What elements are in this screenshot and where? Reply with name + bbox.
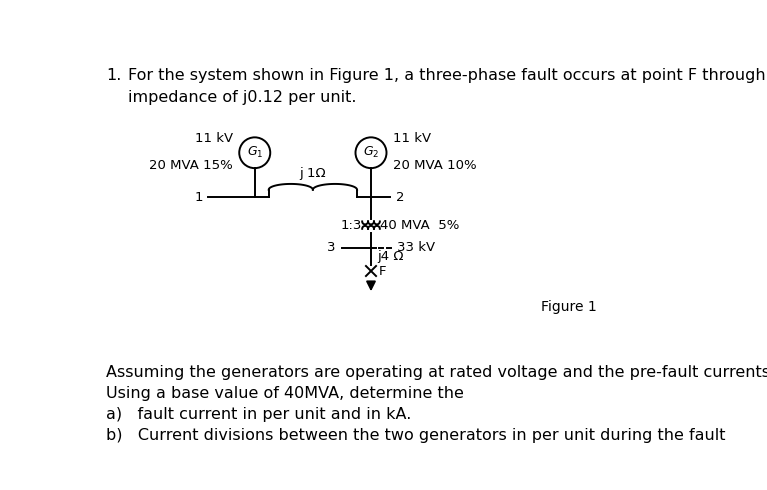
Text: Using a base value of 40MVA, determine the: Using a base value of 40MVA, determine t… xyxy=(106,386,464,401)
Text: 33 kV: 33 kV xyxy=(397,242,436,254)
Text: Figure 1: Figure 1 xyxy=(541,300,597,314)
Text: 11 kV: 11 kV xyxy=(393,132,431,145)
Text: Assuming the generators are operating at rated voltage and the pre-fault current: Assuming the generators are operating at… xyxy=(106,365,767,380)
Text: $G_2$: $G_2$ xyxy=(363,145,379,160)
Text: j4 Ω: j4 Ω xyxy=(377,250,403,263)
Text: j 1Ω: j 1Ω xyxy=(300,167,326,180)
Text: 11 kV: 11 kV xyxy=(195,132,233,145)
Text: b)   Current divisions between the two generators in per unit during the fault: b) Current divisions between the two gen… xyxy=(106,428,726,442)
Text: For the system shown in Figure 1, a three-phase fault occurs at point F through : For the system shown in Figure 1, a thre… xyxy=(128,68,767,83)
Text: 1:3: 1:3 xyxy=(341,219,362,232)
Text: a)   fault current in per unit and in kA.: a) fault current in per unit and in kA. xyxy=(106,407,411,422)
Text: 1.: 1. xyxy=(106,68,121,83)
Text: 3: 3 xyxy=(327,242,335,254)
Text: F: F xyxy=(379,265,387,277)
Text: 2: 2 xyxy=(396,191,404,204)
Text: 20 MVA 10%: 20 MVA 10% xyxy=(393,159,476,172)
Text: impedance of j0.12 per unit.: impedance of j0.12 per unit. xyxy=(128,90,357,104)
Text: 1: 1 xyxy=(194,191,202,204)
Text: 20 MVA 15%: 20 MVA 15% xyxy=(150,159,233,172)
Text: $G_1$: $G_1$ xyxy=(246,145,263,160)
Text: 40 MVA  5%: 40 MVA 5% xyxy=(380,219,459,232)
